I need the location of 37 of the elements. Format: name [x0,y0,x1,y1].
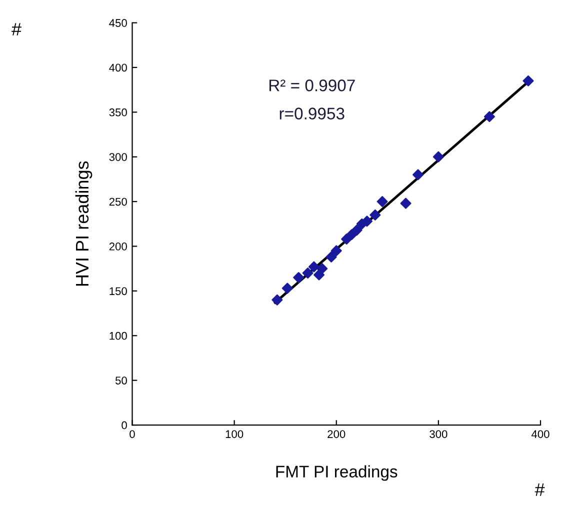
annotation: r=0.9953 [280,108,344,120]
point [376,196,388,208]
point [370,209,381,220]
y-axis-title: HVI PI readings [75,161,92,286]
point [330,245,342,256]
point [293,272,304,284]
x-tick-label: 300 [430,430,448,438]
point [302,268,314,279]
y-tick-label: 350 [109,108,127,116]
y-tick-label: 0 [122,421,127,430]
point [308,261,320,272]
x-tick-label: 0 [130,430,135,438]
point [484,111,495,122]
text: # [534,484,545,496]
annotation: R² = 0.9907 [269,80,355,92]
y-tick-label: 100 [110,332,127,340]
x-tick-label: 100 [226,430,244,438]
point [272,294,283,306]
point [522,75,534,86]
y-tick-label: 250 [109,198,127,206]
y-tick-label: 300 [109,153,127,161]
y-tick-label: 50 [115,376,127,384]
x-tick-label: 200 [328,430,346,438]
x-axis-title: FMT PI readings [276,465,398,481]
point [282,282,293,294]
point [432,151,444,162]
y-tick-label: 400 [109,64,127,72]
y-tick-label: 450 [109,19,127,27]
point [412,169,424,180]
y-tick-label: 150 [110,287,127,296]
point [326,251,337,262]
text: # [12,23,22,36]
point [316,263,328,274]
point [351,224,362,236]
point [400,198,412,209]
x-tick-label: 400 [531,430,550,438]
y-tick-label: 200 [109,242,127,250]
